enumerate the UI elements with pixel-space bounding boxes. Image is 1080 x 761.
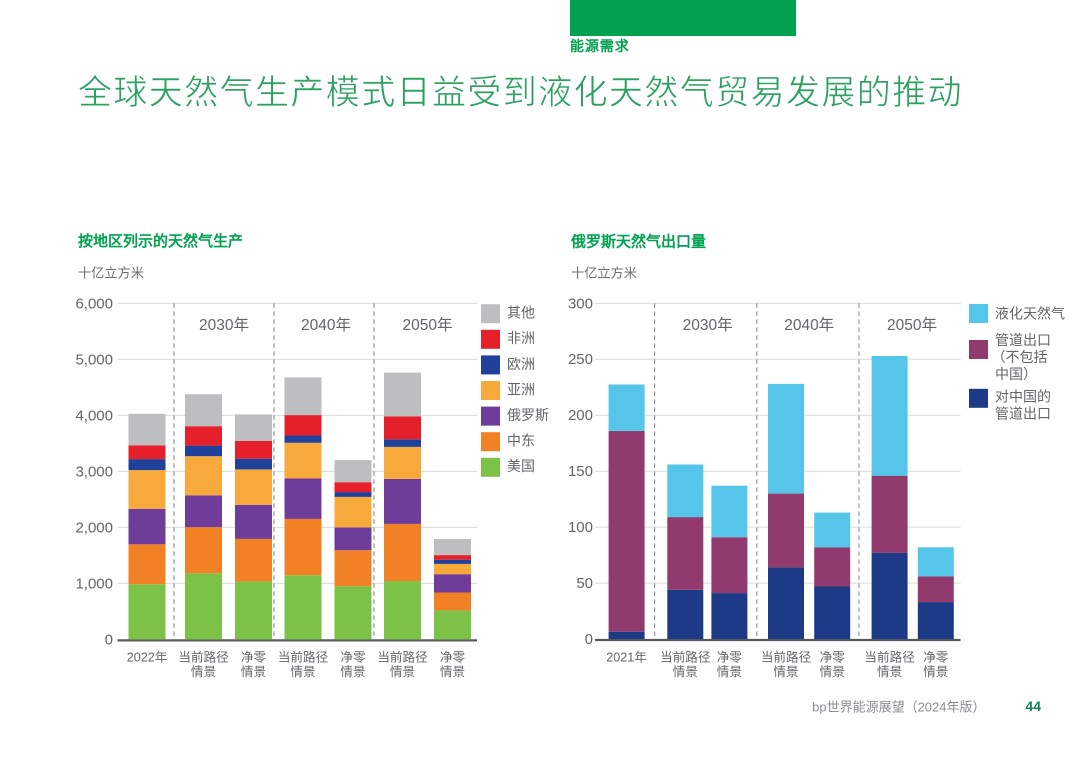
svg-text:情景: 情景 (820, 665, 845, 679)
svg-text:150: 150 (568, 463, 593, 480)
svg-text:0: 0 (585, 631, 593, 648)
svg-text:当前路径: 当前路径 (660, 650, 711, 665)
svg-text:情景: 情景 (191, 665, 216, 679)
svg-text:净零: 净零 (241, 651, 267, 665)
svg-text:2030年: 2030年 (199, 316, 249, 334)
svg-text:管道出口: 管道出口 (995, 332, 1051, 348)
svg-text:能源需求: 能源需求 (570, 38, 630, 54)
svg-text:情景: 情景 (673, 665, 698, 679)
svg-text:300: 300 (568, 295, 593, 312)
svg-text:亚洲: 亚洲 (507, 381, 535, 397)
svg-text:100: 100 (568, 519, 593, 536)
svg-text:净零: 净零 (820, 651, 846, 665)
svg-text:2030年: 2030年 (683, 316, 733, 334)
svg-text:情景: 情景 (923, 665, 948, 679)
svg-text:当前路径: 当前路径 (377, 650, 428, 665)
svg-text:十亿立方米: 十亿立方米 (571, 266, 637, 281)
svg-text:中东: 中东 (507, 433, 535, 449)
svg-text:0: 0 (105, 631, 113, 648)
svg-text:管道出口: 管道出口 (995, 406, 1051, 422)
svg-text:情景: 情景 (773, 665, 798, 679)
svg-text:当前路径: 当前路径 (864, 650, 915, 665)
svg-text:净零: 净零 (440, 651, 466, 665)
svg-text:当前路径: 当前路径 (178, 650, 229, 665)
svg-text:50: 50 (576, 575, 593, 592)
svg-text:十亿立方米: 十亿立方米 (78, 266, 144, 281)
svg-text:净零: 净零 (923, 651, 949, 665)
svg-text:非洲: 非洲 (507, 330, 535, 346)
svg-text:当前路径: 当前路径 (761, 650, 812, 665)
svg-text:情景: 情景 (440, 665, 465, 679)
svg-text:2050年: 2050年 (403, 316, 453, 334)
svg-text:情景: 情景 (290, 665, 315, 679)
svg-text:俄罗斯天然气出口量: 俄罗斯天然气出口量 (570, 233, 706, 251)
svg-text:按地区列示的天然气生产: 按地区列示的天然气生产 (78, 232, 243, 250)
svg-text:净零: 净零 (717, 651, 743, 665)
svg-text:5,000: 5,000 (75, 351, 113, 368)
svg-text:俄罗斯: 俄罗斯 (507, 407, 549, 423)
svg-text:2040年: 2040年 (784, 316, 834, 334)
svg-text:欧洲: 欧洲 (507, 356, 535, 372)
svg-text:3,000: 3,000 (75, 463, 113, 480)
svg-text:2,000: 2,000 (75, 519, 113, 536)
svg-text:中国）: 中国） (995, 366, 1037, 382)
svg-text:情景: 情景 (340, 665, 365, 679)
svg-text:其他: 其他 (507, 305, 535, 321)
svg-text:情景: 情景 (877, 665, 902, 679)
svg-text:2021年: 2021年 (606, 651, 647, 665)
svg-text:美国: 美国 (507, 458, 535, 474)
svg-text:液化天然气: 液化天然气 (995, 305, 1065, 321)
svg-text:bp世界能源展望（2024年版）: bp世界能源展望（2024年版） (812, 700, 985, 715)
svg-text:当前路径: 当前路径 (278, 650, 329, 665)
svg-text:2040年: 2040年 (301, 316, 351, 334)
svg-text:情景: 情景 (390, 665, 415, 679)
svg-text:44: 44 (1025, 698, 1041, 714)
svg-text:（不包括: （不包括 (992, 349, 1048, 365)
svg-text:2050年: 2050年 (887, 316, 937, 334)
svg-text:对中国的: 对中国的 (995, 389, 1051, 405)
svg-text:1,000: 1,000 (75, 575, 113, 592)
svg-text:情景: 情景 (717, 665, 742, 679)
svg-text:250: 250 (568, 351, 593, 368)
svg-text:全球天然气生产模式日益受到液化天然气贸易发展的推动: 全球天然气生产模式日益受到液化天然气贸易发展的推动 (78, 74, 963, 112)
svg-text:4,000: 4,000 (75, 407, 113, 424)
svg-text:6,000: 6,000 (75, 295, 113, 312)
svg-text:净零: 净零 (340, 651, 366, 665)
svg-text:2022年: 2022年 (127, 651, 168, 665)
svg-text:情景: 情景 (241, 665, 266, 679)
svg-text:200: 200 (568, 407, 593, 424)
